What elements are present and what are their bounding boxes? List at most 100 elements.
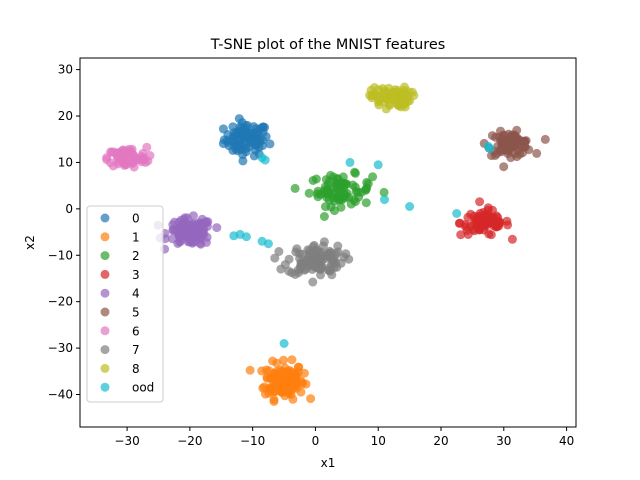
point-1 [269,396,279,406]
y-tick-label: 20 [58,109,73,123]
legend-label-0: 0 [132,212,140,226]
legend-label-5: 5 [132,306,140,320]
legend-marker-ood [100,382,110,392]
point-2 [350,197,360,207]
point-8 [382,94,392,104]
point-7 [290,270,300,279]
point-2 [368,172,378,182]
point-2 [350,182,360,192]
legend-marker-8 [100,363,110,373]
point-2 [308,176,318,185]
point-ood [485,144,495,153]
point-7 [298,258,308,268]
point-8 [381,104,391,114]
point-6 [125,157,134,167]
legend-box [86,205,164,403]
point-0 [250,145,260,155]
y-axis-ticks: −40 −30 −20 −10 0 10 20 30 [48,63,80,402]
legend-marker-5 [100,307,110,317]
point-5 [520,137,530,147]
series-1 [245,355,316,406]
point-2 [326,170,335,180]
point-7 [312,245,322,255]
point-7 [327,270,337,280]
point-8 [397,98,407,108]
point-4 [174,231,184,241]
y-axis-label: x2 [23,235,37,250]
point-2 [290,183,300,193]
plot-frame [79,57,577,428]
legend-marker-7 [100,345,110,355]
series-6 [102,142,155,172]
point-4 [199,229,209,239]
point-ood [279,339,289,348]
point-0 [229,136,239,146]
point-1 [278,368,288,378]
point-ood [345,157,355,167]
point-2 [319,212,329,221]
point-1 [276,384,285,394]
point-2 [304,188,314,198]
legend-marker-4 [100,288,110,298]
point-1 [245,365,255,375]
scatter-points [102,82,550,406]
point-1 [293,362,303,372]
point-3 [492,222,502,232]
legend-label-7: 7 [132,343,140,357]
x-tick-label: 40 [559,434,574,448]
point-5 [497,138,507,148]
point-1 [287,383,297,393]
point-4 [200,218,210,228]
y-tick-label: 30 [58,63,73,77]
x-axis-label: x1 [321,456,336,470]
point-ood [373,160,383,170]
point-7 [274,247,284,256]
point-0 [241,120,250,130]
point-1 [279,355,288,365]
point-2 [321,202,330,212]
point-5 [499,162,509,172]
x-tick-label: −20 [177,434,202,448]
point-ood [229,231,239,241]
point-3 [456,230,466,240]
point-3 [507,234,517,244]
point-5 [532,148,542,158]
series-ood [229,141,495,348]
point-4 [188,211,198,221]
point-7 [325,246,335,256]
point-0 [237,145,247,154]
series-0 [218,114,275,166]
legend-marker-6 [100,326,110,336]
point-3 [471,216,481,226]
x-tick-label: 10 [371,434,386,448]
point-ood [241,232,251,242]
point-7 [329,263,339,272]
point-8 [379,86,389,96]
point-1 [268,356,278,366]
point-5 [540,134,550,144]
y-tick-label: −20 [48,295,73,309]
point-2 [333,194,343,204]
point-7 [270,253,280,263]
point-0 [251,124,261,134]
point-7 [276,264,286,274]
point-7 [333,241,343,251]
point-3 [486,230,496,240]
point-ood [452,209,462,218]
point-0 [244,128,254,138]
point-3 [454,218,464,228]
point-7 [339,252,349,262]
legend-label-6: 6 [132,324,140,338]
point-5 [524,145,534,155]
point-2 [350,168,360,178]
point-7 [319,237,329,247]
point-1 [299,368,309,378]
point-5 [512,152,522,162]
point-ood [380,195,389,205]
legend-label-4: 4 [132,287,140,301]
x-tick-label: 30 [496,434,511,448]
point-0 [258,127,268,137]
point-2 [361,198,371,208]
point-2 [323,189,333,199]
